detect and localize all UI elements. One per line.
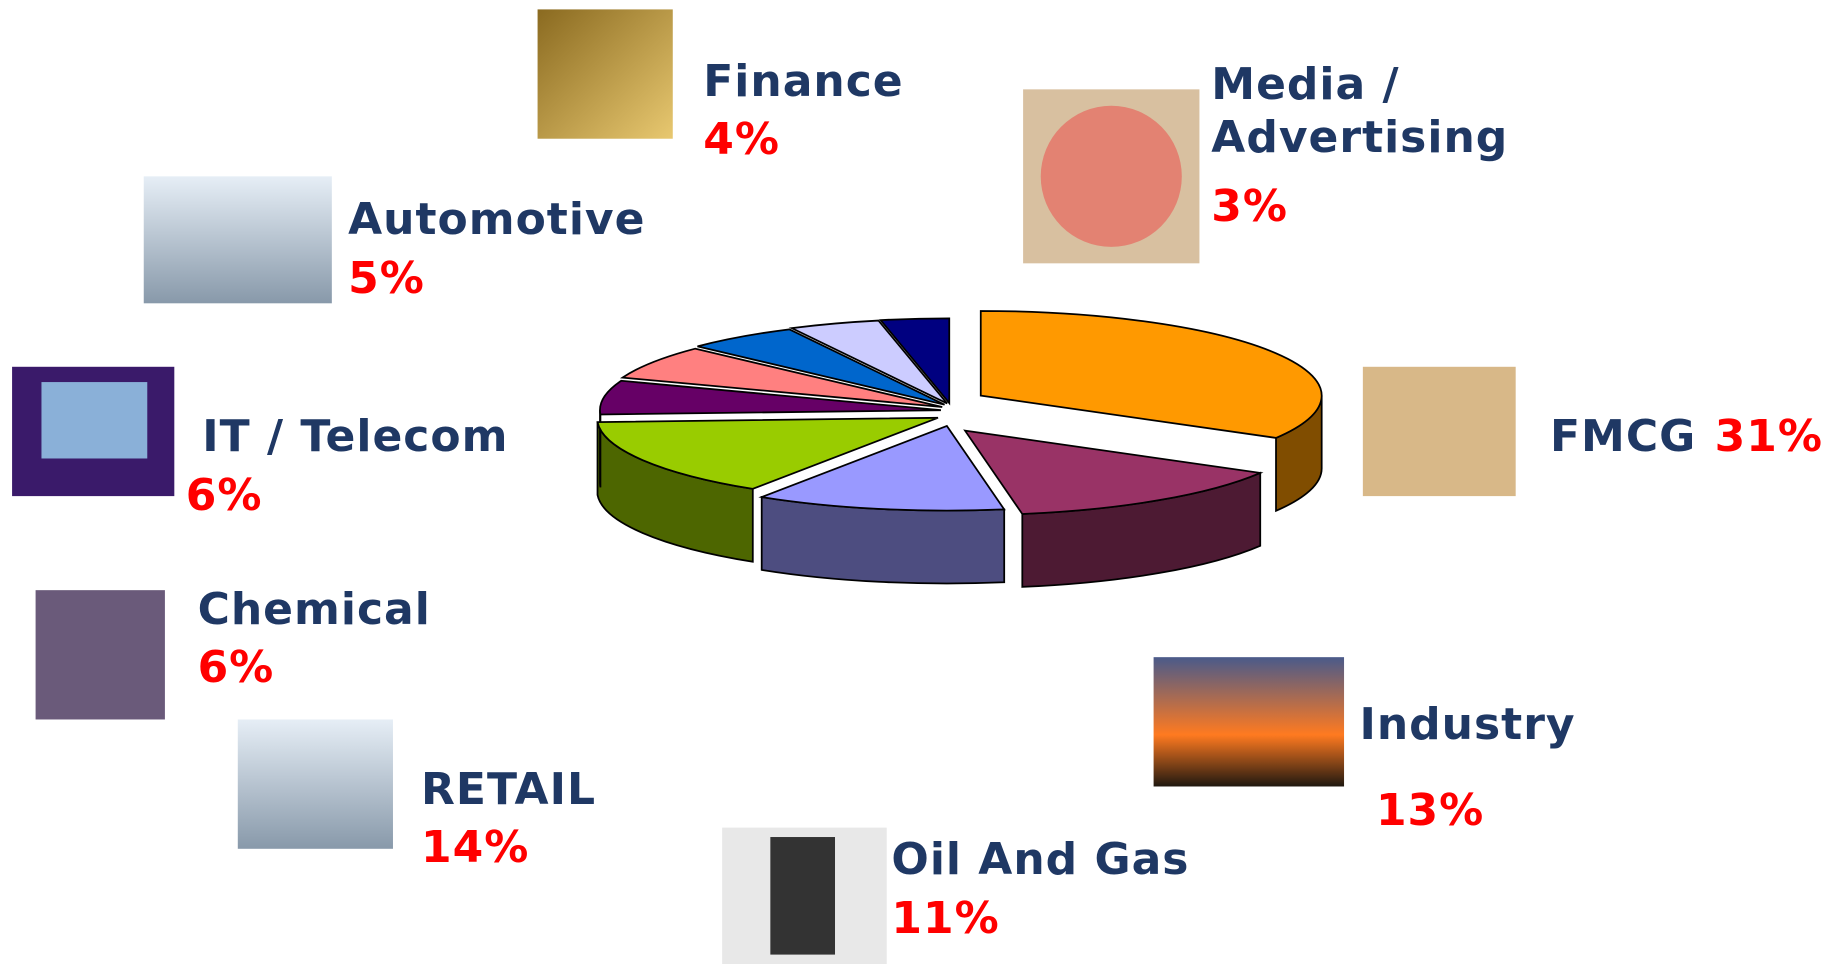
- category-label: Industry: [1359, 698, 1576, 750]
- value-label: 3%: [1211, 181, 1288, 233]
- value-label: 14%: [421, 822, 530, 874]
- oil-image-barrels: [770, 837, 836, 955]
- category-label: FMCG: [1549, 410, 1697, 462]
- slice: [697, 328, 945, 406]
- value-label: 31%: [1714, 410, 1823, 462]
- slice: [979, 310, 1323, 439]
- category-label: Chemical: [197, 583, 431, 635]
- value-label: 6%: [197, 642, 275, 694]
- value-label: 6%: [185, 469, 263, 521]
- category-label: Oil And Gas: [891, 834, 1190, 886]
- value-label: 11%: [891, 892, 1000, 944]
- slice: [599, 379, 941, 416]
- slice: [596, 416, 939, 490]
- retail-image: [237, 719, 393, 849]
- category-label: Media / Advertising: [1211, 58, 1509, 163]
- pie: [596, 310, 1323, 588]
- slice: [878, 317, 951, 406]
- value-label: 4%: [703, 114, 780, 166]
- it-image-screen: [41, 382, 148, 459]
- category-label: RETAIL: [421, 763, 596, 815]
- value-label: 5%: [348, 253, 425, 305]
- value-label: 13%: [1375, 784, 1485, 836]
- fmcg-image: [1362, 366, 1516, 497]
- automotive-image: [143, 176, 332, 304]
- category-label: IT / Telecom: [202, 410, 509, 462]
- category-label: Automotive: [348, 194, 646, 246]
- slice: [963, 429, 1264, 515]
- finance-image: [537, 9, 673, 139]
- chemical-image: [35, 590, 165, 720]
- slice: [788, 319, 948, 405]
- slice: [619, 347, 943, 408]
- media-image-detail: [1040, 105, 1182, 247]
- slice: [758, 424, 1006, 512]
- category-label: Finance: [703, 55, 904, 107]
- industry-image: [1153, 657, 1345, 787]
